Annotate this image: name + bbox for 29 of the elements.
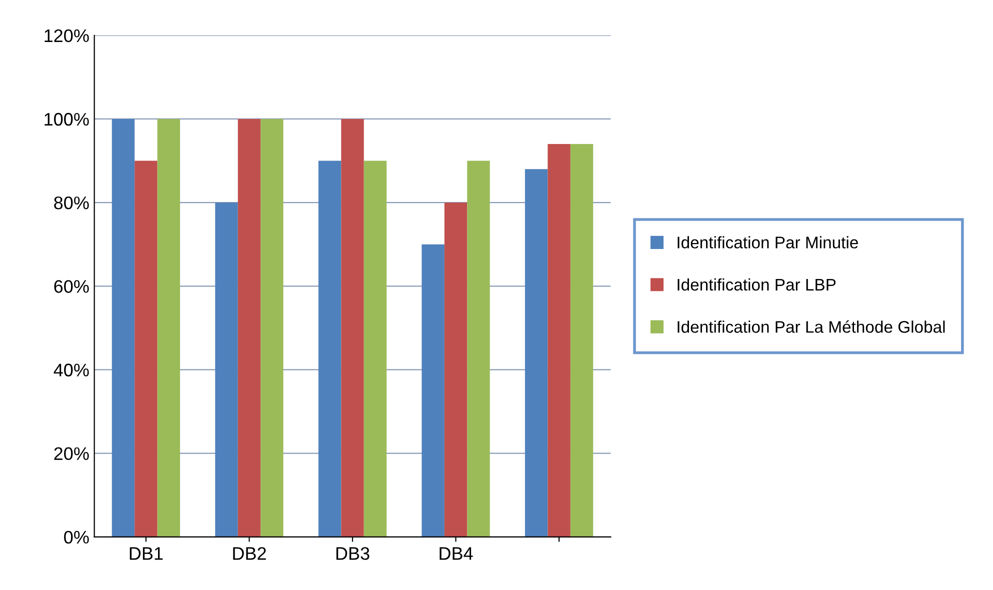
y-tick-label: 80% <box>54 196 89 210</box>
bar <box>260 118 284 537</box>
y-tick-label: 40% <box>54 364 89 376</box>
y-tick-label: 100% <box>44 112 89 126</box>
legend-label: Identification Par La Méthode Global <box>678 320 945 333</box>
bar <box>548 144 570 537</box>
bar <box>524 169 548 537</box>
bar <box>112 118 135 537</box>
y-tick-label: 20% <box>54 447 89 460</box>
bar <box>364 160 387 537</box>
x-tick-label: DB3 <box>336 547 370 560</box>
y-tick-label: 120% <box>44 29 89 42</box>
y-tick-label: 60% <box>54 280 89 293</box>
bar <box>157 118 180 537</box>
bar <box>238 118 261 537</box>
bar <box>422 244 444 537</box>
x-tick-label: DB2 <box>233 547 266 560</box>
bar <box>444 202 468 537</box>
y-tick-label: 0% <box>64 530 89 544</box>
bar <box>134 160 158 537</box>
legend-label: Identification Par Minutie <box>678 236 858 248</box>
legend-label: Identification Par LBP <box>678 278 836 291</box>
x-tick-label: DB4 <box>440 547 473 560</box>
bar <box>318 160 342 537</box>
bar <box>215 202 238 537</box>
bar <box>467 160 490 537</box>
bar <box>570 144 594 537</box>
x-tick-label: DB1 <box>130 547 163 560</box>
bar <box>341 118 364 537</box>
